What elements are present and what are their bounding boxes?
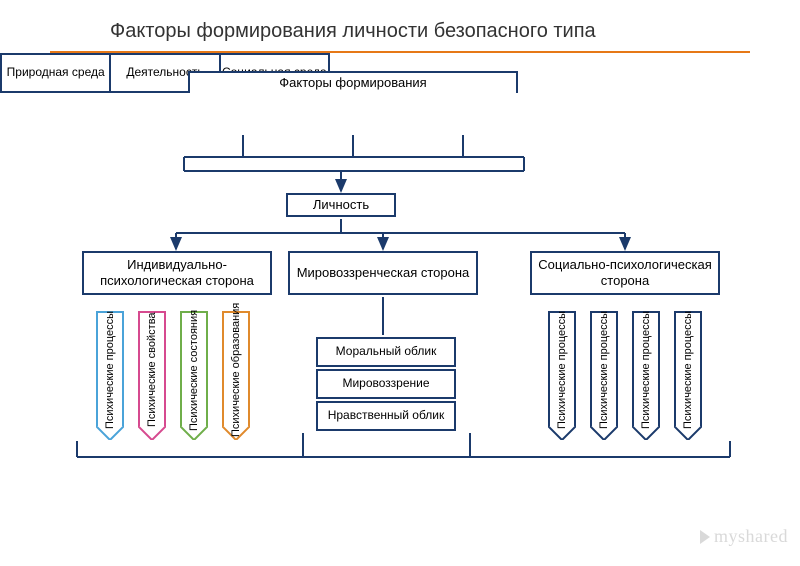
stack-ethical: Нравственный облик: [316, 401, 456, 431]
watermark-icon: [700, 530, 710, 544]
tab-label: Психические свойства: [138, 317, 166, 423]
connectors-svg: [0, 53, 800, 553]
factors-header: Факторы формирования: [188, 71, 518, 93]
page-title: Факторы формирования личности безопасног…: [0, 0, 800, 51]
personality-box: Личность: [286, 193, 396, 217]
tab-left-1: Психические свойства: [138, 311, 166, 441]
side-social: Социально-психологическая сторона: [530, 251, 720, 295]
tab-label: Психические процессы: [674, 317, 702, 423]
tab-label: Психические процессы: [590, 317, 618, 423]
tab-label: Психические состояния: [180, 317, 208, 423]
tab-right-0: Психические процессы: [548, 311, 576, 441]
tab-left-2: Психические состояния: [180, 311, 208, 441]
tab-label: Психические образования: [222, 317, 250, 423]
watermark: myshared: [700, 526, 788, 547]
tab-tip-icon: [138, 426, 166, 440]
tab-label: Психические процессы: [632, 317, 660, 423]
tab-label: Психические процессы: [96, 317, 124, 423]
tab-left-0: Психические процессы: [96, 311, 124, 441]
tab-right-3: Психические процессы: [674, 311, 702, 441]
tab-right-1: Психические процессы: [590, 311, 618, 441]
diagram-container: Факторы формирования Природная среда Дея…: [0, 53, 800, 553]
watermark-text: myshared: [714, 526, 788, 547]
side-individual: Индивидуально-психологическая сторона: [82, 251, 272, 295]
tab-right-2: Психические процессы: [632, 311, 660, 441]
stack-moral: Моральный облик: [316, 337, 456, 367]
stack-worldview: Мировоззрение: [316, 369, 456, 399]
side-worldview: Мировоззренческая сторона: [288, 251, 478, 295]
factor-cell-nature: Природная среда: [0, 53, 111, 93]
tab-label: Психические процессы: [548, 317, 576, 423]
tab-left-3: Психические образования: [222, 311, 250, 441]
